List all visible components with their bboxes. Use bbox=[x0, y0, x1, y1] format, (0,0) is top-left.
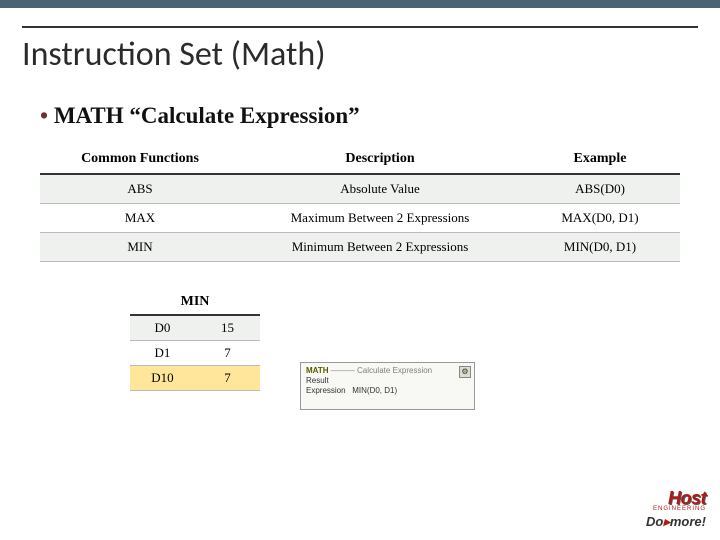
min-header-row: MIN bbox=[130, 290, 260, 315]
functions-table: Common Functions Description Example ABS… bbox=[40, 145, 680, 262]
domore-pre: Do bbox=[646, 514, 663, 529]
cell-desc: Maximum Between 2 Expressions bbox=[240, 204, 520, 233]
cell-desc: Minimum Between 2 Expressions bbox=[240, 233, 520, 262]
instr-keyword: MATH bbox=[306, 366, 329, 375]
min-example-table: MIN D0 15 D1 7 D10 7 bbox=[130, 290, 260, 391]
table-row: D1 7 bbox=[130, 341, 260, 366]
host-logo-subtext: ENGINEERING bbox=[646, 506, 706, 512]
header-functions: Common Functions bbox=[40, 145, 240, 174]
cell-func: ABS bbox=[40, 174, 240, 204]
instr-result-row: Result bbox=[306, 376, 469, 385]
table-row: MIN Minimum Between 2 Expressions MIN(D0… bbox=[40, 233, 680, 262]
instr-expression-row: Expression MIN(D0, D1) bbox=[306, 386, 469, 395]
domore-logo: Do▸more! bbox=[646, 514, 706, 530]
instr-title: Calculate Expression bbox=[357, 366, 432, 375]
cell-register: D10 bbox=[130, 366, 195, 391]
min-header: MIN bbox=[130, 290, 260, 315]
header-description: Description bbox=[240, 145, 520, 174]
table-row: D0 15 bbox=[130, 315, 260, 341]
cell-desc: Absolute Value bbox=[240, 174, 520, 204]
footer-branding: Host ENGINEERING Do▸more! bbox=[646, 488, 706, 530]
domore-post: more! bbox=[670, 514, 706, 529]
title-divider bbox=[22, 26, 698, 28]
top-accent-bar bbox=[0, 0, 720, 8]
table-row: ABS Absolute Value ABS(D0) bbox=[40, 174, 680, 204]
instruction-block: ⚙ MATH ——— Calculate Expression Result E… bbox=[300, 362, 475, 410]
cell-value: 7 bbox=[195, 366, 260, 391]
cell-value: 7 bbox=[195, 341, 260, 366]
slide-title: Instruction Set (Math) bbox=[22, 34, 698, 75]
cell-ex: MAX(D0, D1) bbox=[520, 204, 680, 233]
bullet-heading: MATH “Calculate Expression” bbox=[40, 103, 698, 129]
header-example: Example bbox=[520, 145, 680, 174]
table-row-highlight: D10 7 bbox=[130, 366, 260, 391]
table-row: MAX Maximum Between 2 Expressions MAX(D0… bbox=[40, 204, 680, 233]
cell-func: MIN bbox=[40, 233, 240, 262]
cell-value: 15 bbox=[195, 315, 260, 341]
instr-expr-value: MIN(D0, D1) bbox=[352, 386, 397, 395]
cell-ex: ABS(D0) bbox=[520, 174, 680, 204]
cell-ex: MIN(D0, D1) bbox=[520, 233, 680, 262]
cell-func: MAX bbox=[40, 204, 240, 233]
table-header-row: Common Functions Description Example bbox=[40, 145, 680, 174]
cell-register: D1 bbox=[130, 341, 195, 366]
instr-header: MATH ——— Calculate Expression bbox=[306, 366, 469, 375]
instr-expr-label: Expression bbox=[306, 386, 346, 395]
cell-register: D0 bbox=[130, 315, 195, 341]
config-icon: ⚙ bbox=[459, 366, 471, 378]
